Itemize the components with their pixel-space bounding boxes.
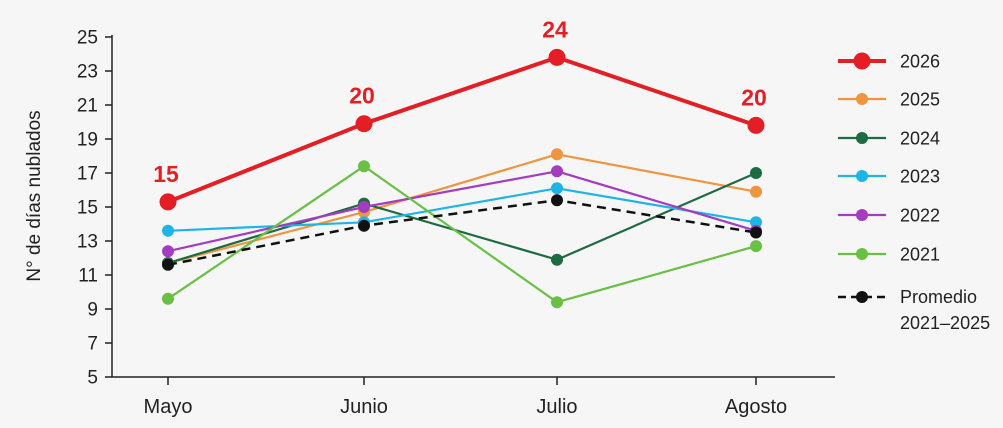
y-tick-label: 9 bbox=[87, 300, 98, 321]
y-tick-label: 11 bbox=[78, 266, 98, 287]
data-point-2021-junio bbox=[358, 160, 370, 173]
data-label-2026-julio: 24 bbox=[542, 16, 568, 42]
data-point-promedio-2021-2025-julio bbox=[551, 194, 563, 207]
data-point-2023-julio bbox=[551, 182, 563, 195]
data-point-2023-agosto bbox=[750, 216, 762, 229]
data-point-2021-agosto bbox=[750, 240, 762, 253]
legend-swatch-marker-2021 bbox=[856, 248, 868, 260]
x-tick-label-agosto: Agosto bbox=[725, 396, 787, 418]
series-line-2025 bbox=[167, 153, 757, 265]
y-tick-label: 21 bbox=[77, 96, 98, 117]
legend-label-2021: 2021 bbox=[900, 245, 940, 265]
y-tick-label: 25 bbox=[77, 28, 98, 49]
data-point-2024-agosto bbox=[750, 167, 762, 179]
y-ticks: 5 7 9 11 13 15 17 19 21 23 25 bbox=[77, 28, 112, 389]
data-point-2025-agosto bbox=[750, 185, 762, 198]
series-line-2026 bbox=[167, 55, 757, 204]
data-point-promedio-2021-2025-junio bbox=[358, 219, 370, 232]
legend-swatch-marker-promedio-2021-2025 bbox=[856, 291, 868, 303]
legend-label-2024: 2024 bbox=[900, 129, 940, 149]
data-point-2021-julio bbox=[551, 296, 563, 309]
data-point-2021-mayo bbox=[162, 292, 174, 305]
data-point-2025-julio bbox=[551, 148, 563, 161]
legend-label-promedio-2021-2025-line-2: 2021–2025 bbox=[900, 313, 990, 333]
data-label-2026-agosto: 20 bbox=[741, 84, 767, 110]
data-point-2026-junio bbox=[355, 115, 373, 133]
legend: 2026 2025 2024 2023 2022 2021 Promedio 2021–202… bbox=[838, 52, 990, 333]
y-tick-label: 13 bbox=[77, 232, 98, 253]
data-point-2022-julio bbox=[551, 165, 563, 178]
x-ticks: Mayo Junio Julio Agosto bbox=[144, 377, 787, 418]
legend-swatch-marker-2024 bbox=[856, 132, 868, 144]
legend-swatch-marker-2026 bbox=[853, 52, 871, 70]
series-line-2021 bbox=[167, 165, 757, 304]
data-point-2024-julio bbox=[551, 253, 563, 266]
data-point-2023-mayo bbox=[162, 224, 174, 237]
legend-label-2026: 2026 bbox=[900, 52, 940, 72]
x-tick-label-mayo: Mayo bbox=[144, 396, 193, 418]
series-lines bbox=[167, 55, 757, 304]
data-point-2022-mayo bbox=[162, 245, 174, 258]
data-label-2026-junio: 20 bbox=[349, 83, 375, 109]
legend-swatch-marker-2022 bbox=[856, 209, 868, 221]
data-label-2026-mayo: 15 bbox=[153, 161, 179, 187]
series-points bbox=[159, 48, 765, 309]
data-point-2026-julio bbox=[548, 48, 566, 66]
data-point-2026-mayo bbox=[159, 193, 177, 211]
legend-label-2022: 2022 bbox=[900, 206, 940, 226]
y-tick-label: 7 bbox=[87, 334, 98, 355]
legend-swatch-marker-2025 bbox=[856, 93, 868, 105]
data-point-promedio-2021-2025-mayo bbox=[162, 258, 174, 271]
series-line-promedio-2021-2025 bbox=[167, 198, 757, 267]
series-line-2023 bbox=[167, 187, 757, 232]
y-axis-title-group: N° de días nublados bbox=[24, 110, 45, 281]
y-tick-label: 5 bbox=[87, 368, 98, 389]
legend-label-2023: 2023 bbox=[900, 167, 940, 187]
series-line-2024 bbox=[167, 171, 757, 265]
x-tick-label-junio: Junio bbox=[340, 396, 388, 418]
y-tick-label: 23 bbox=[77, 62, 98, 83]
series-line-2022 bbox=[167, 170, 757, 253]
data-point-2026-agosto bbox=[747, 116, 765, 134]
y-tick-label: 19 bbox=[77, 130, 98, 151]
data-point-2022-junio bbox=[358, 201, 370, 213]
y-tick-label: 15 bbox=[77, 198, 98, 219]
y-tick-label: 17 bbox=[77, 164, 98, 185]
data-labels: 15 20 24 20 bbox=[153, 16, 767, 187]
legend-label-2025: 2025 bbox=[900, 90, 940, 110]
x-tick-label-julio: Julio bbox=[536, 396, 577, 418]
y-axis-title: N° de días nublados bbox=[24, 110, 45, 281]
data-point-promedio-2021-2025-agosto bbox=[750, 226, 762, 239]
legend-label-promedio-2021-2025-line-1: Promedio bbox=[900, 287, 977, 307]
axes bbox=[111, 35, 835, 378]
legend-swatch-marker-2023 bbox=[856, 170, 868, 182]
